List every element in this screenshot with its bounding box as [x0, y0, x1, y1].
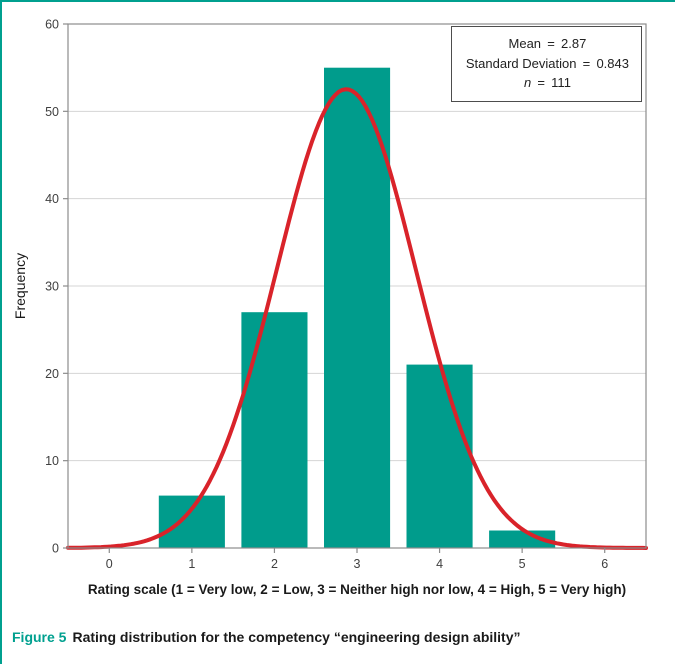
- y-tick-label: 40: [45, 192, 59, 206]
- histogram-bar: [158, 495, 225, 548]
- rating-histogram-chart: Frequency Rating scale (1 = Very low, 2 …: [12, 18, 648, 597]
- x-axis-title: Rating scale (1 = Very low, 2 = Low, 3 =…: [88, 582, 626, 597]
- n-label: n: [523, 75, 532, 90]
- y-tick-label: 10: [45, 454, 59, 468]
- x-tick-label: 3: [354, 557, 361, 571]
- mean-equals: =: [547, 36, 555, 51]
- n-equals: =: [537, 75, 545, 90]
- y-tick-label: 0: [52, 542, 59, 556]
- x-tick-label: 6: [601, 557, 608, 571]
- histogram-bar: [489, 530, 556, 548]
- n-value: 111: [551, 75, 571, 90]
- y-axis-title: Frequency: [12, 253, 28, 319]
- mean-label: Mean: [508, 36, 542, 51]
- x-tick-label: 2: [271, 557, 278, 571]
- figure-caption: Figure 5 Rating distribution for the comp…: [12, 629, 675, 645]
- chart-figure: Frequency Rating scale (1 = Very low, 2 …: [2, 2, 675, 617]
- y-tick-label: 20: [45, 367, 59, 381]
- histogram-bar: [406, 364, 473, 548]
- y-tick-label: 60: [45, 18, 59, 32]
- y-tick-label: 50: [45, 105, 59, 119]
- x-tick-label: 5: [519, 557, 526, 571]
- x-tick-label: 0: [106, 557, 113, 571]
- figure-caption-label: Figure 5: [12, 629, 67, 645]
- histogram-bar: [324, 67, 391, 548]
- figure-caption-text: Rating distribution for the competency “…: [72, 629, 521, 645]
- stats-box: Mean = 2.87 Standard Deviation = 0.843 n…: [450, 26, 642, 102]
- sd-value: 0.843: [596, 55, 629, 71]
- x-tick-label: 4: [436, 557, 443, 571]
- y-tick-label: 30: [45, 280, 59, 294]
- sd-equals: =: [582, 55, 591, 71]
- sd-label: Standard Deviation: [465, 55, 577, 71]
- stats-row-sd: Standard Deviation = 0.843: [466, 54, 629, 74]
- normal-curve: [66, 87, 648, 550]
- x-tick-label: 1: [188, 557, 195, 571]
- stats-row-mean: Mean = 2.87: [466, 34, 629, 54]
- mean-value: 2.87: [561, 36, 587, 51]
- stats-row-n: n = 111: [466, 73, 629, 93]
- histogram-bar: [241, 312, 308, 548]
